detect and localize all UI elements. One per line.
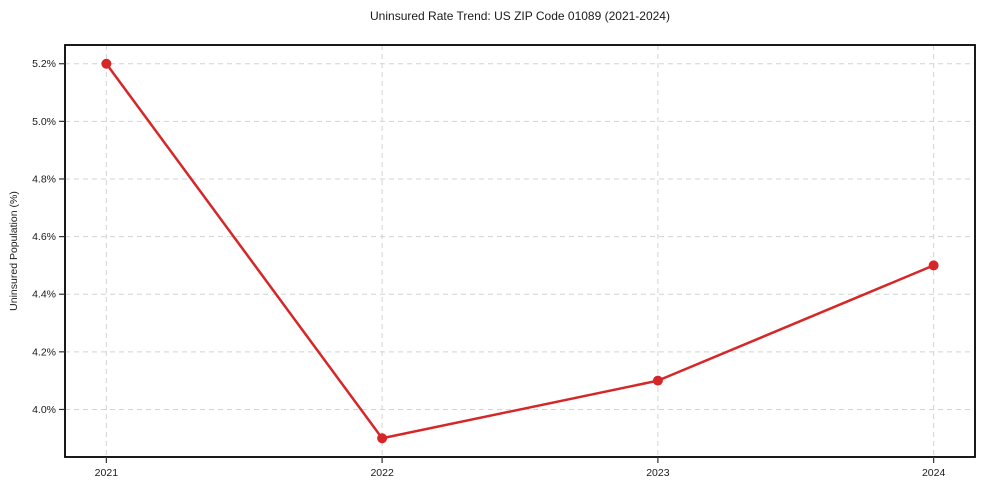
y-tick-label: 4.0% — [32, 404, 56, 416]
data-point-marker — [652, 375, 663, 386]
chart-title: Uninsured Rate Trend: US ZIP Code 01089 … — [370, 9, 670, 23]
y-tick-label: 4.2% — [32, 346, 56, 358]
data-point-marker — [377, 433, 388, 444]
plot-border — [64, 44, 976, 458]
x-tick-label: 2021 — [95, 467, 119, 479]
y-tick-label: 5.2% — [32, 58, 56, 70]
trend-line — [105, 62, 935, 440]
y-tick-label: 4.6% — [32, 231, 56, 243]
y-tick-label: 4.8% — [32, 173, 56, 185]
x-tick-label: 2023 — [646, 467, 670, 479]
x-tick-label: 2022 — [370, 467, 394, 479]
y-tick-label: 4.4% — [32, 289, 56, 301]
data-point-marker — [101, 58, 112, 69]
y-tick-label: 5.0% — [32, 116, 56, 128]
data-point-marker — [928, 260, 939, 271]
x-tick-label: 2024 — [922, 467, 946, 479]
